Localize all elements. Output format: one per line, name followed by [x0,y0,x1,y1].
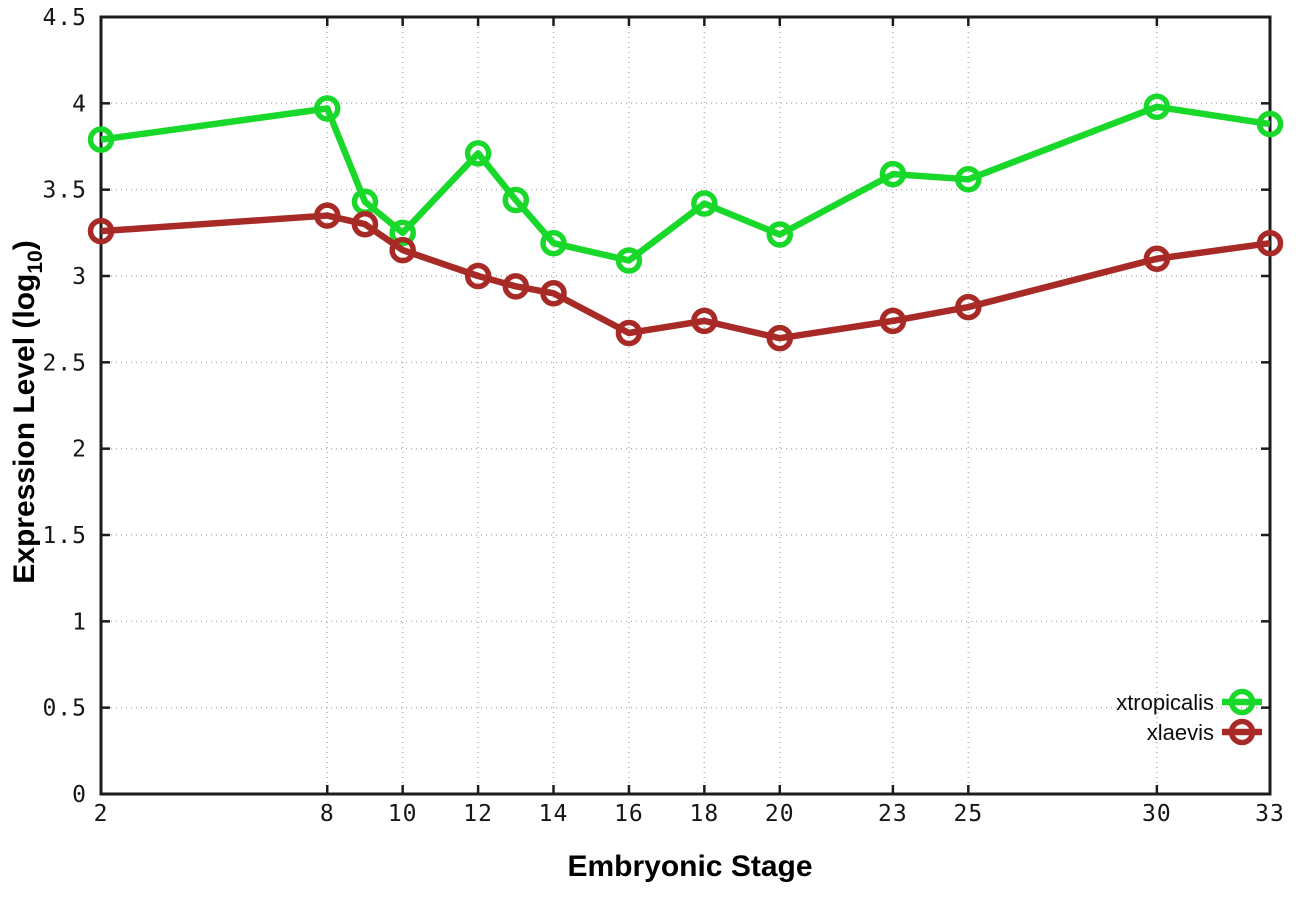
data-point-xtropicalis [389,219,416,247]
x-tick-label: 33 [1255,801,1285,827]
plot-border [99,15,1272,796]
x-tick-label: 30 [1142,801,1172,827]
y-tick-label: 4.5 [42,5,87,31]
y-axis-title-main: Expression Level (log [8,274,41,584]
series-line-xlaevis [100,212,1271,342]
y-axis-title: Expression Level (log10) [8,240,47,583]
x-tick-label: 18 [690,801,720,827]
legend-label-xtropicalis: xtropicalis [1116,690,1214,715]
data-point-xtropicalis [879,160,907,188]
data-series [87,93,1284,352]
legend-point [1228,718,1256,746]
data-point-xtropicalis [615,247,643,274]
data-point-xlaevis [955,293,982,321]
data-point-xlaevis [1143,245,1171,272]
x-tick-label: 8 [320,801,335,827]
data-point-xtropicalis [540,229,567,257]
data-point-xlaevis [540,280,567,307]
y-tick-label: 3.5 [42,178,87,204]
data-point-xlaevis [615,319,643,347]
legend-item-xlaevis: xlaevis [1147,718,1262,746]
y-tick-label: 0.5 [42,696,87,722]
data-point-xtropicalis [87,126,115,153]
data-point-xtropicalis [1143,93,1171,121]
data-point-xlaevis [464,262,492,290]
data-point-xtropicalis [1256,110,1284,138]
x-tick-label: 25 [953,801,983,827]
data-point-xtropicalis [464,140,492,167]
data-point-xlaevis [766,324,794,352]
data-point-xtropicalis [502,186,530,214]
y-tick-label: 1 [72,609,87,635]
y-tick-label: 3 [72,264,87,290]
data-point-xtropicalis [314,95,341,122]
x-axis-title: Embryonic Stage [567,850,812,883]
y-axis-title-subscript: 10 [24,250,47,273]
legend: xtropicalis xlaevis [1116,688,1262,746]
legend-marker-xtropicalis [1222,688,1262,716]
y-tick-labels: 0 0.5 1 1.5 2 2.5 3 3.5 4 4.5 [42,5,87,808]
y-axis-title-suffix: ) [8,240,41,250]
data-point-xlaevis [502,273,530,300]
x-tick-label: 12 [463,801,493,827]
y-tick-label: 4 [72,91,87,117]
x-tick-label: 2 [94,801,109,827]
x-tick-labels: 2 8 10 12 14 16 18 20 23 25 30 33 [94,801,1285,827]
data-point-xlaevis [351,210,379,238]
x-tick-label: 10 [388,801,418,827]
data-point-xlaevis [691,307,718,335]
legend-marker-xlaevis [1222,718,1262,746]
x-tick-label: 16 [614,801,644,827]
y-tick-label: 0 [72,782,87,808]
x-tick-label: 14 [539,801,569,827]
x-tick-label: 20 [765,801,795,827]
legend-label-xlaevis: xlaevis [1147,720,1214,745]
data-point-xlaevis [389,236,416,264]
data-point-xtropicalis [691,190,718,217]
y-tick-label: 2.5 [42,350,87,376]
x-tick-label: 23 [878,801,908,827]
legend-point [1228,688,1256,716]
axis-ticks [99,15,1272,796]
data-point-xlaevis [1256,229,1284,257]
data-point-xtropicalis [955,166,982,193]
y-tick-label: 2 [72,437,87,463]
series-line-xtropicalis [100,103,1271,264]
data-point-xlaevis [87,217,115,245]
legend-item-xtropicalis: xtropicalis [1116,688,1262,716]
data-point-xlaevis [314,202,341,229]
data-point-xlaevis [879,307,907,335]
data-point-xtropicalis [766,221,794,248]
y-tick-label: 1.5 [42,523,87,549]
